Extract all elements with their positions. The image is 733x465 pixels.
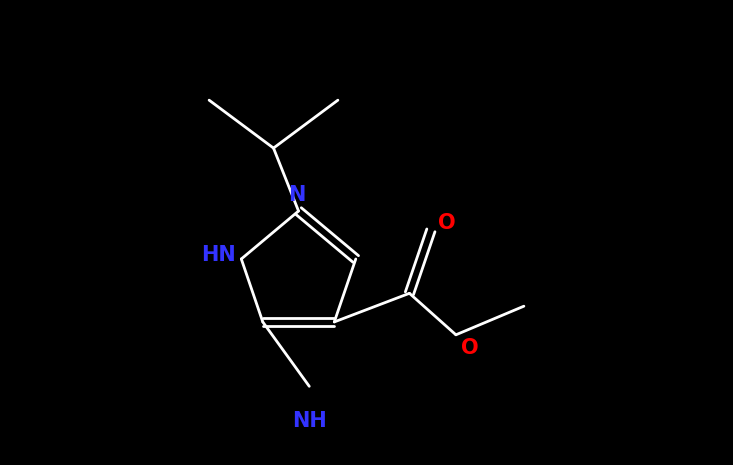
Text: O: O [461,338,479,358]
Text: N: N [288,185,306,206]
Text: NH: NH [292,411,327,431]
Text: HN: HN [201,246,236,266]
Text: O: O [438,213,455,233]
